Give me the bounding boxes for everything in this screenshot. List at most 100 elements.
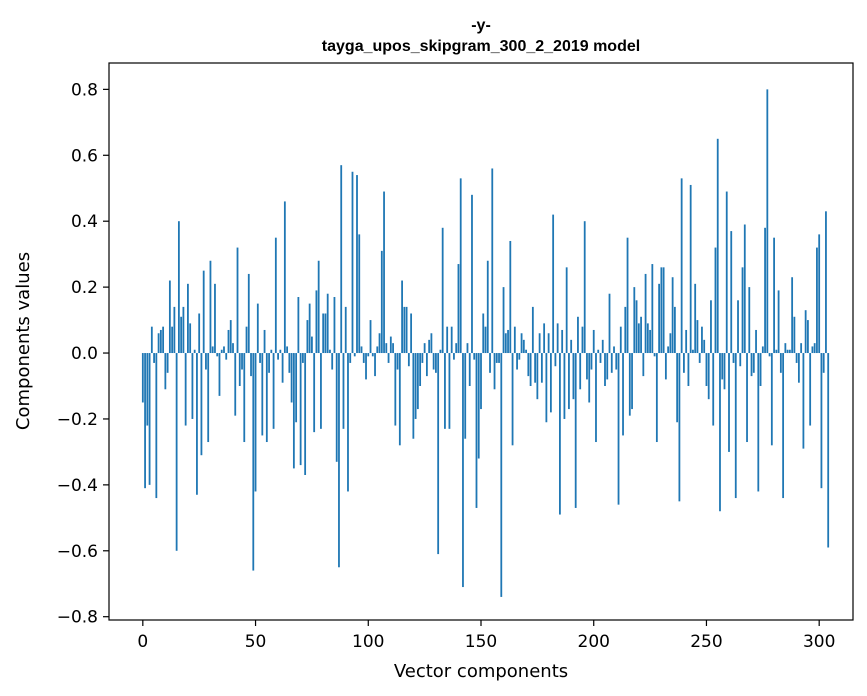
bar-246: [696, 320, 699, 354]
bar-229: [658, 283, 661, 354]
y-tick-label-1: −0.6: [57, 542, 98, 562]
bar-56: [268, 353, 270, 373]
bar-139: [455, 343, 458, 354]
bar-230: [660, 267, 663, 354]
bar-9: [162, 326, 165, 354]
bar-70: [299, 353, 302, 466]
bar-150: [480, 353, 482, 410]
bar-282: [777, 290, 780, 354]
bar-183: [554, 353, 557, 367]
bar-36: [223, 346, 225, 354]
bar-125: [423, 343, 426, 354]
bar-15: [175, 353, 178, 551]
bar-134: [444, 353, 446, 429]
bar-168: [520, 333, 523, 354]
bar-222: [642, 353, 645, 377]
bar-12: [168, 280, 171, 354]
bar-55: [265, 353, 268, 443]
bar-26: [200, 353, 203, 456]
bar-237: [676, 353, 679, 423]
y-axis: −0.8 −0.6 −0.4 −0.2 0.0 0.2 0.4 0.6 0.8: [57, 80, 109, 628]
bar-142: [462, 353, 464, 588]
bar-281: [775, 349, 778, 354]
bar-172: [529, 353, 532, 386]
x-axis: 0 50 100 150 200 250 300: [137, 620, 835, 652]
bar-234: [669, 333, 672, 354]
bar-77: [315, 290, 318, 354]
bar-42: [236, 247, 239, 354]
bar-120: [412, 353, 415, 439]
bar-175: [536, 353, 539, 400]
bar-30: [209, 260, 212, 354]
y-tick-label-7: 0.6: [71, 146, 98, 166]
bar-1: [144, 353, 146, 489]
bar-83: [329, 349, 331, 354]
bar-203: [599, 353, 602, 363]
bar-200: [592, 329, 595, 354]
bar-210: [615, 353, 618, 370]
bar-258: [723, 353, 726, 390]
bar-19: [184, 353, 187, 426]
bar-147: [473, 353, 476, 360]
bar-278: [768, 353, 771, 357]
bar-233: [667, 346, 670, 354]
bar-161: [504, 333, 507, 354]
bar-57: [270, 349, 273, 354]
bar-283: [779, 353, 782, 373]
bar-108: [385, 343, 388, 354]
bar-214: [624, 306, 627, 354]
y-tick-label-3: −0.2: [57, 410, 98, 430]
bar-16: [177, 221, 180, 354]
bar-8: [159, 329, 162, 354]
bar-159: [500, 353, 503, 597]
bar-232: [664, 353, 667, 380]
bar-274: [759, 353, 762, 386]
bar-208: [610, 353, 613, 373]
bar-78: [317, 260, 320, 354]
bar-165: [513, 326, 516, 354]
bar-217: [631, 353, 633, 410]
bar-136: [448, 353, 451, 429]
bar-285: [784, 343, 787, 354]
bar-128: [430, 333, 433, 354]
bar-114: [398, 353, 401, 446]
bar-154: [489, 353, 491, 373]
bar-280: [773, 237, 775, 354]
bar-303: [825, 211, 827, 354]
bar-143: [464, 353, 467, 439]
bar-288: [791, 277, 794, 354]
bar-66: [290, 353, 293, 403]
bar-122: [416, 353, 419, 410]
bar-87: [338, 353, 340, 568]
bar-44: [241, 353, 243, 370]
bar-47: [247, 273, 250, 354]
bar-4: [150, 326, 153, 354]
bar-62: [281, 353, 284, 383]
bar-76: [313, 353, 316, 433]
bar-99: [365, 353, 367, 380]
bar-123: [419, 353, 422, 386]
bar-207: [608, 293, 611, 354]
bar-228: [655, 353, 658, 443]
bar-180: [547, 333, 550, 354]
bar-138: [453, 353, 455, 360]
bar-262: [732, 353, 735, 363]
bar-244: [692, 349, 694, 354]
bar-18: [182, 306, 185, 354]
bar-250: [705, 353, 708, 386]
bar-257: [721, 353, 724, 380]
bar-53: [261, 353, 264, 436]
bar-85: [333, 297, 336, 354]
bar-113: [396, 353, 399, 370]
bar-72: [304, 353, 307, 475]
bar-93: [351, 171, 354, 354]
bar-14: [173, 306, 176, 354]
bar-290: [795, 353, 798, 363]
bar-111: [392, 343, 394, 354]
bar-181: [549, 353, 552, 413]
bar-135: [446, 326, 449, 354]
bar-205: [604, 353, 606, 386]
bar-145: [468, 353, 471, 386]
bar-236: [673, 306, 676, 354]
bar-102: [371, 353, 374, 357]
